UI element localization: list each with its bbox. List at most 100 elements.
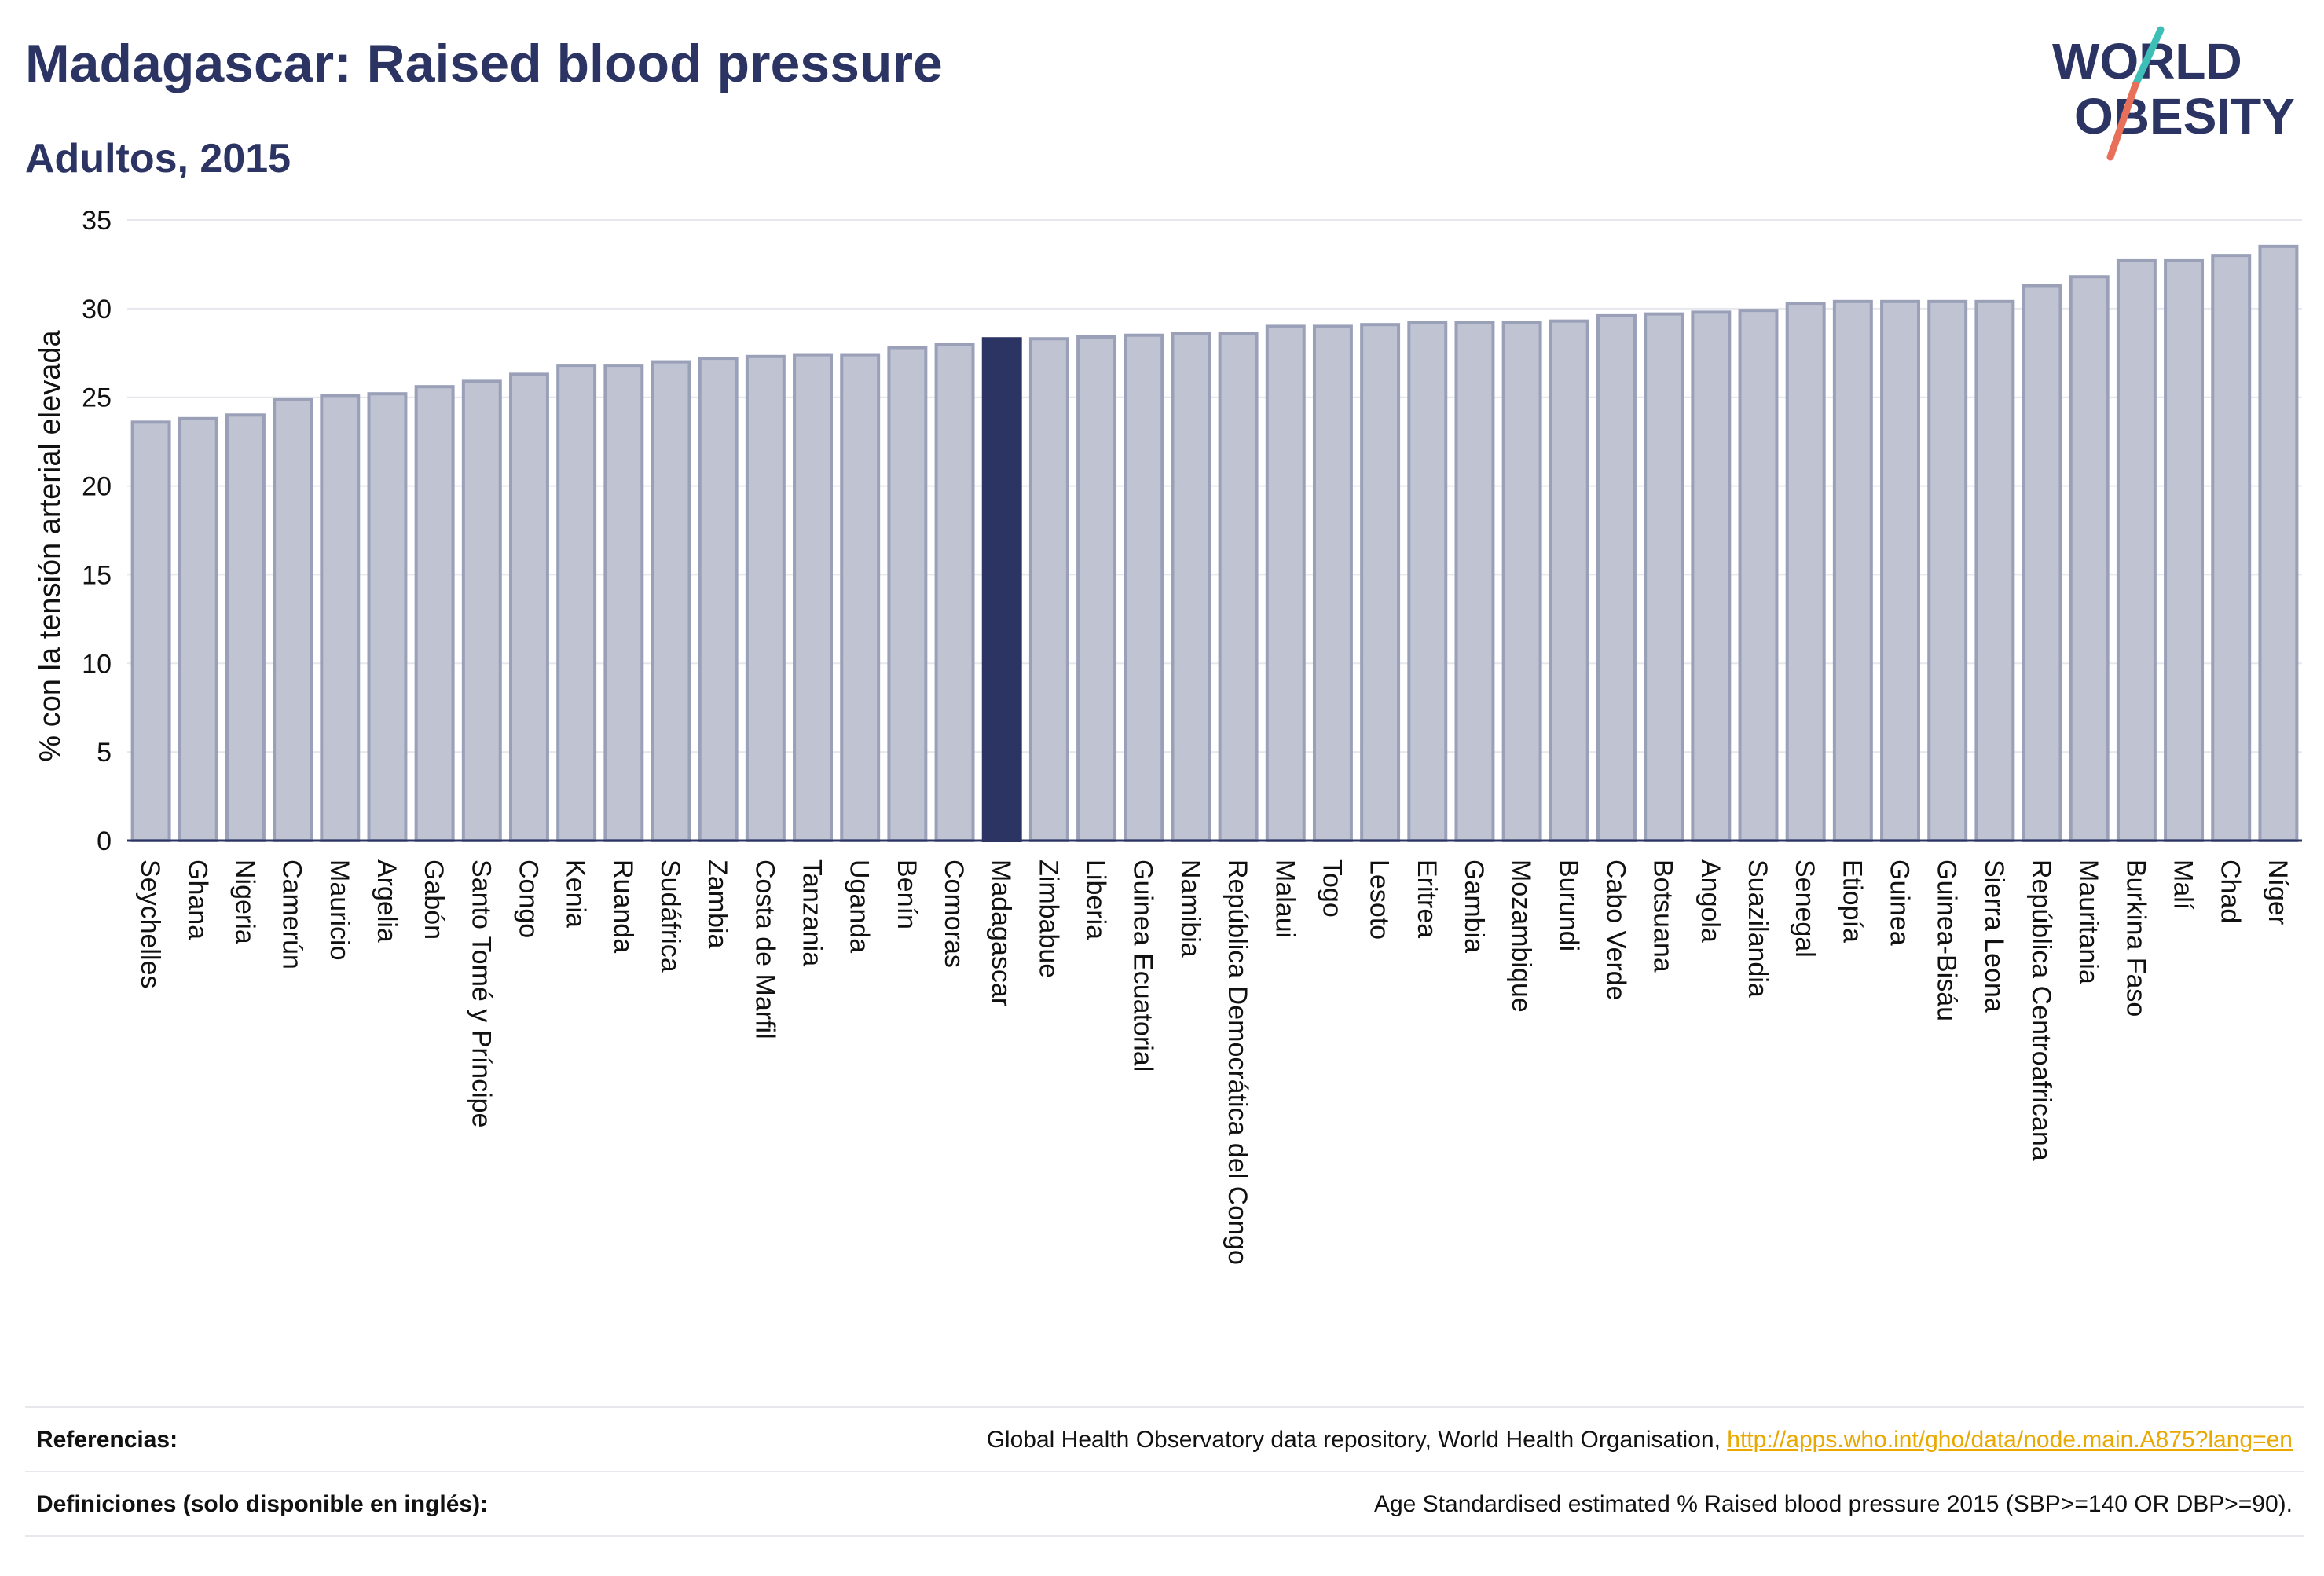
x-tick-label: Mozambique xyxy=(1506,859,1536,1013)
y-tick-label: 30 xyxy=(82,295,112,324)
bar xyxy=(1124,333,1164,842)
bar xyxy=(1501,321,1542,842)
bar xyxy=(2022,284,2062,842)
bar xyxy=(178,416,218,842)
x-tick-label: Mauricio xyxy=(324,859,354,960)
x-tick-label: Cabo Verde xyxy=(1600,859,1630,1001)
bar xyxy=(1644,312,1684,842)
x-tick-label: Chad xyxy=(2216,859,2245,923)
y-tick-label: 35 xyxy=(82,206,112,236)
y-tick-label: 10 xyxy=(82,649,112,679)
x-tick-label: Namibia xyxy=(1175,859,1205,958)
x-tick-label: Kenia xyxy=(561,859,591,928)
bar xyxy=(603,364,644,843)
x-tick-label: Mauritania xyxy=(2073,859,2103,984)
x-tick-label: Sierra Leona xyxy=(1979,859,2009,1013)
y-tick-label: 15 xyxy=(82,560,112,590)
bar xyxy=(1691,310,1732,843)
logo-slash-teal xyxy=(2132,26,2165,89)
x-tick-label: Guinea Ecuatorial xyxy=(1128,859,1158,1072)
x-tick-label: Costa de Marfil xyxy=(750,859,779,1039)
bar xyxy=(1076,335,1117,842)
bar xyxy=(1927,299,1968,843)
x-tick-label: Seychelles xyxy=(135,859,165,988)
bar xyxy=(2258,244,2299,843)
bar xyxy=(556,364,597,843)
bar xyxy=(1549,319,1589,842)
bar xyxy=(2164,258,2205,842)
x-tick-label: Ghana xyxy=(182,859,212,940)
references-text: Global Health Observatory data repositor… xyxy=(986,1427,1728,1453)
x-tick-label: Zambia xyxy=(702,859,732,948)
x-tick-label: Gambia xyxy=(1459,859,1489,953)
bar xyxy=(2211,254,2252,842)
bar xyxy=(1312,324,1353,842)
bar xyxy=(698,357,739,842)
x-tick-label: Nigeria xyxy=(229,859,259,944)
x-tick-label: República Centroafricana xyxy=(2026,859,2056,1161)
x-tick-label: Burkina Faso xyxy=(2121,859,2150,1017)
x-tick-label: Etiopía xyxy=(1837,859,1867,943)
bar xyxy=(320,394,361,842)
bar xyxy=(793,353,833,842)
bar xyxy=(1265,324,1306,842)
bar xyxy=(1028,337,1069,842)
x-tick-label: Togo xyxy=(1317,859,1347,918)
y-tick-label: 20 xyxy=(82,472,112,502)
x-tick-label: Senegal xyxy=(1790,859,1820,958)
x-tick-label: Gabón xyxy=(419,859,449,940)
bar xyxy=(225,413,266,842)
x-tick-label: Argelia xyxy=(372,859,401,943)
bar xyxy=(1454,321,1495,842)
x-tick-label: Malí xyxy=(2168,859,2198,911)
x-tick-label: Sudáfrica xyxy=(655,859,685,973)
bar xyxy=(1880,299,1920,843)
x-tick-label: Santo Tomé y Príncipe xyxy=(466,859,496,1127)
bar xyxy=(651,360,691,843)
x-tick-label: Guinea-Bisáu xyxy=(1932,859,1962,1021)
x-tick-label: Angola xyxy=(1695,859,1725,943)
x-tick-label: Eritrea xyxy=(1412,859,1442,938)
references-row: Referencias: Global Health Observatory d… xyxy=(25,1406,2304,1471)
bar xyxy=(745,354,786,842)
bar xyxy=(840,353,881,842)
bar-chart: 0 5 10 15 20 25 30 35 % con la tensión arterial … xyxy=(34,206,2302,1265)
bar xyxy=(509,372,549,843)
x-tick-label: Uganda xyxy=(845,859,874,953)
bar xyxy=(1974,299,2015,843)
world-obesity-logo: WORLD OBESITY xyxy=(2052,26,2295,161)
bar xyxy=(934,343,975,842)
bar xyxy=(1738,309,1779,843)
bar xyxy=(1596,313,1637,842)
bar xyxy=(1171,332,1211,842)
references-link[interactable]: http://apps.who.int/gho/data/node.main.A… xyxy=(1727,1427,2293,1453)
x-tick-label: Botsuana xyxy=(1648,859,1678,973)
x-tick-label: Madagascar xyxy=(986,859,1016,1006)
definitions-text: Age Standardised estimated % Raised bloo… xyxy=(1373,1491,2293,1517)
x-tick-label: Ruanda xyxy=(608,859,638,953)
y-tick-label: 25 xyxy=(82,383,112,413)
x-tick-label: Tanzania xyxy=(797,859,827,966)
bar xyxy=(1407,321,1448,842)
bar xyxy=(1832,299,1873,843)
x-tick-label: Benín xyxy=(892,859,922,929)
x-tick-label: Comoras xyxy=(939,859,969,968)
x-tick-label: Lesoto xyxy=(1365,859,1395,940)
x-tick-label: Liberia xyxy=(1081,859,1111,940)
bar xyxy=(887,346,928,842)
y-tick-label: 0 xyxy=(97,826,112,856)
x-tick-label: República Democrática del Congo xyxy=(1222,859,1252,1265)
references-value: Global Health Observatory data repositor… xyxy=(987,1427,2293,1453)
bar xyxy=(1218,332,1259,842)
bar xyxy=(2116,258,2157,842)
bar xyxy=(130,420,171,842)
logo-slash-coral xyxy=(2106,81,2139,161)
x-tick-label: Burundi xyxy=(1553,859,1583,951)
x-tick-label: Níger xyxy=(2263,859,2293,925)
y-axis-label: % con la tensión arterial elevada xyxy=(34,330,67,762)
x-tick-label: Suazilandia xyxy=(1743,859,1772,998)
bar xyxy=(414,385,455,842)
bar xyxy=(273,397,313,842)
bar xyxy=(1785,302,1826,843)
bar xyxy=(367,392,408,842)
